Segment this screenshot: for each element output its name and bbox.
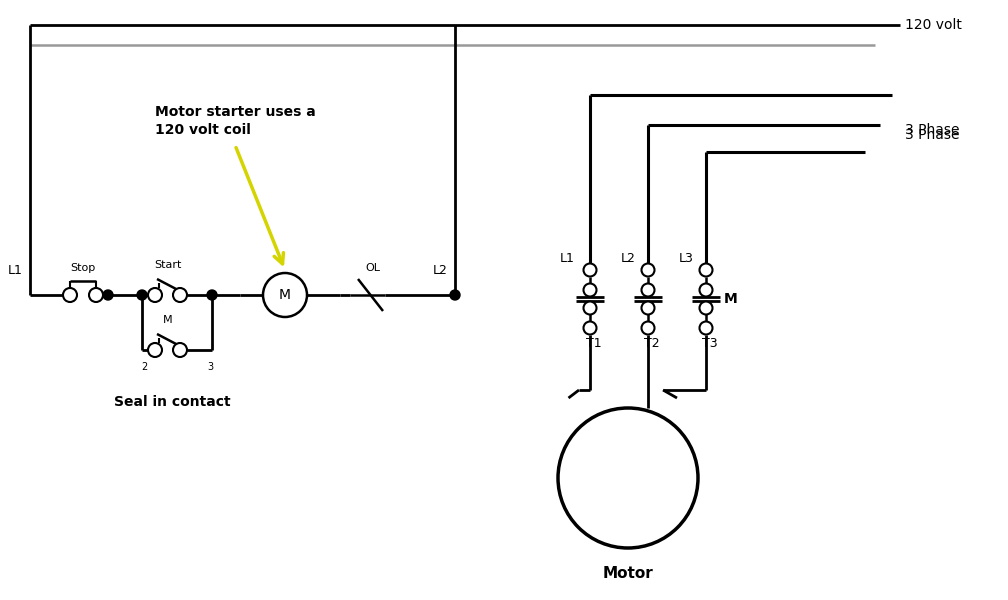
Circle shape bbox=[173, 343, 187, 357]
Text: 3: 3 bbox=[207, 362, 213, 372]
Circle shape bbox=[450, 290, 460, 300]
Text: T1: T1 bbox=[586, 337, 602, 350]
Text: 3 Phase: 3 Phase bbox=[905, 123, 960, 137]
Text: L3: L3 bbox=[679, 252, 694, 265]
Text: Stop: Stop bbox=[71, 263, 96, 273]
Text: L2: L2 bbox=[433, 263, 448, 277]
Text: L1: L1 bbox=[8, 263, 23, 277]
Text: T2: T2 bbox=[644, 337, 659, 350]
Circle shape bbox=[62, 288, 77, 302]
Text: M: M bbox=[162, 315, 172, 325]
Text: Motor starter uses a
120 volt coil: Motor starter uses a 120 volt coil bbox=[155, 105, 316, 137]
Circle shape bbox=[700, 284, 713, 296]
Text: Seal in contact: Seal in contact bbox=[114, 395, 230, 409]
Circle shape bbox=[584, 301, 597, 314]
Circle shape bbox=[263, 273, 307, 317]
Circle shape bbox=[103, 290, 113, 300]
Circle shape bbox=[137, 290, 147, 300]
Circle shape bbox=[148, 288, 162, 302]
Circle shape bbox=[641, 301, 654, 314]
Text: Start: Start bbox=[154, 260, 181, 270]
Circle shape bbox=[558, 408, 698, 548]
Text: T3: T3 bbox=[702, 337, 718, 350]
Text: OL: OL bbox=[365, 263, 380, 273]
Circle shape bbox=[584, 263, 597, 277]
Circle shape bbox=[700, 301, 713, 314]
Circle shape bbox=[584, 284, 597, 296]
Circle shape bbox=[584, 322, 597, 335]
Circle shape bbox=[173, 288, 187, 302]
Circle shape bbox=[89, 288, 103, 302]
Circle shape bbox=[641, 284, 654, 296]
Text: 3 Phase: 3 Phase bbox=[905, 128, 960, 142]
Circle shape bbox=[700, 263, 713, 277]
Text: Motor: Motor bbox=[603, 566, 653, 581]
Circle shape bbox=[641, 263, 654, 277]
Text: L2: L2 bbox=[621, 252, 636, 265]
Text: M: M bbox=[279, 288, 291, 302]
Text: 120 volt: 120 volt bbox=[905, 18, 962, 32]
Text: L1: L1 bbox=[560, 252, 575, 265]
Circle shape bbox=[641, 322, 654, 335]
Circle shape bbox=[700, 322, 713, 335]
Circle shape bbox=[148, 343, 162, 357]
Text: 2: 2 bbox=[141, 362, 147, 372]
Text: M: M bbox=[724, 292, 738, 306]
Circle shape bbox=[207, 290, 217, 300]
